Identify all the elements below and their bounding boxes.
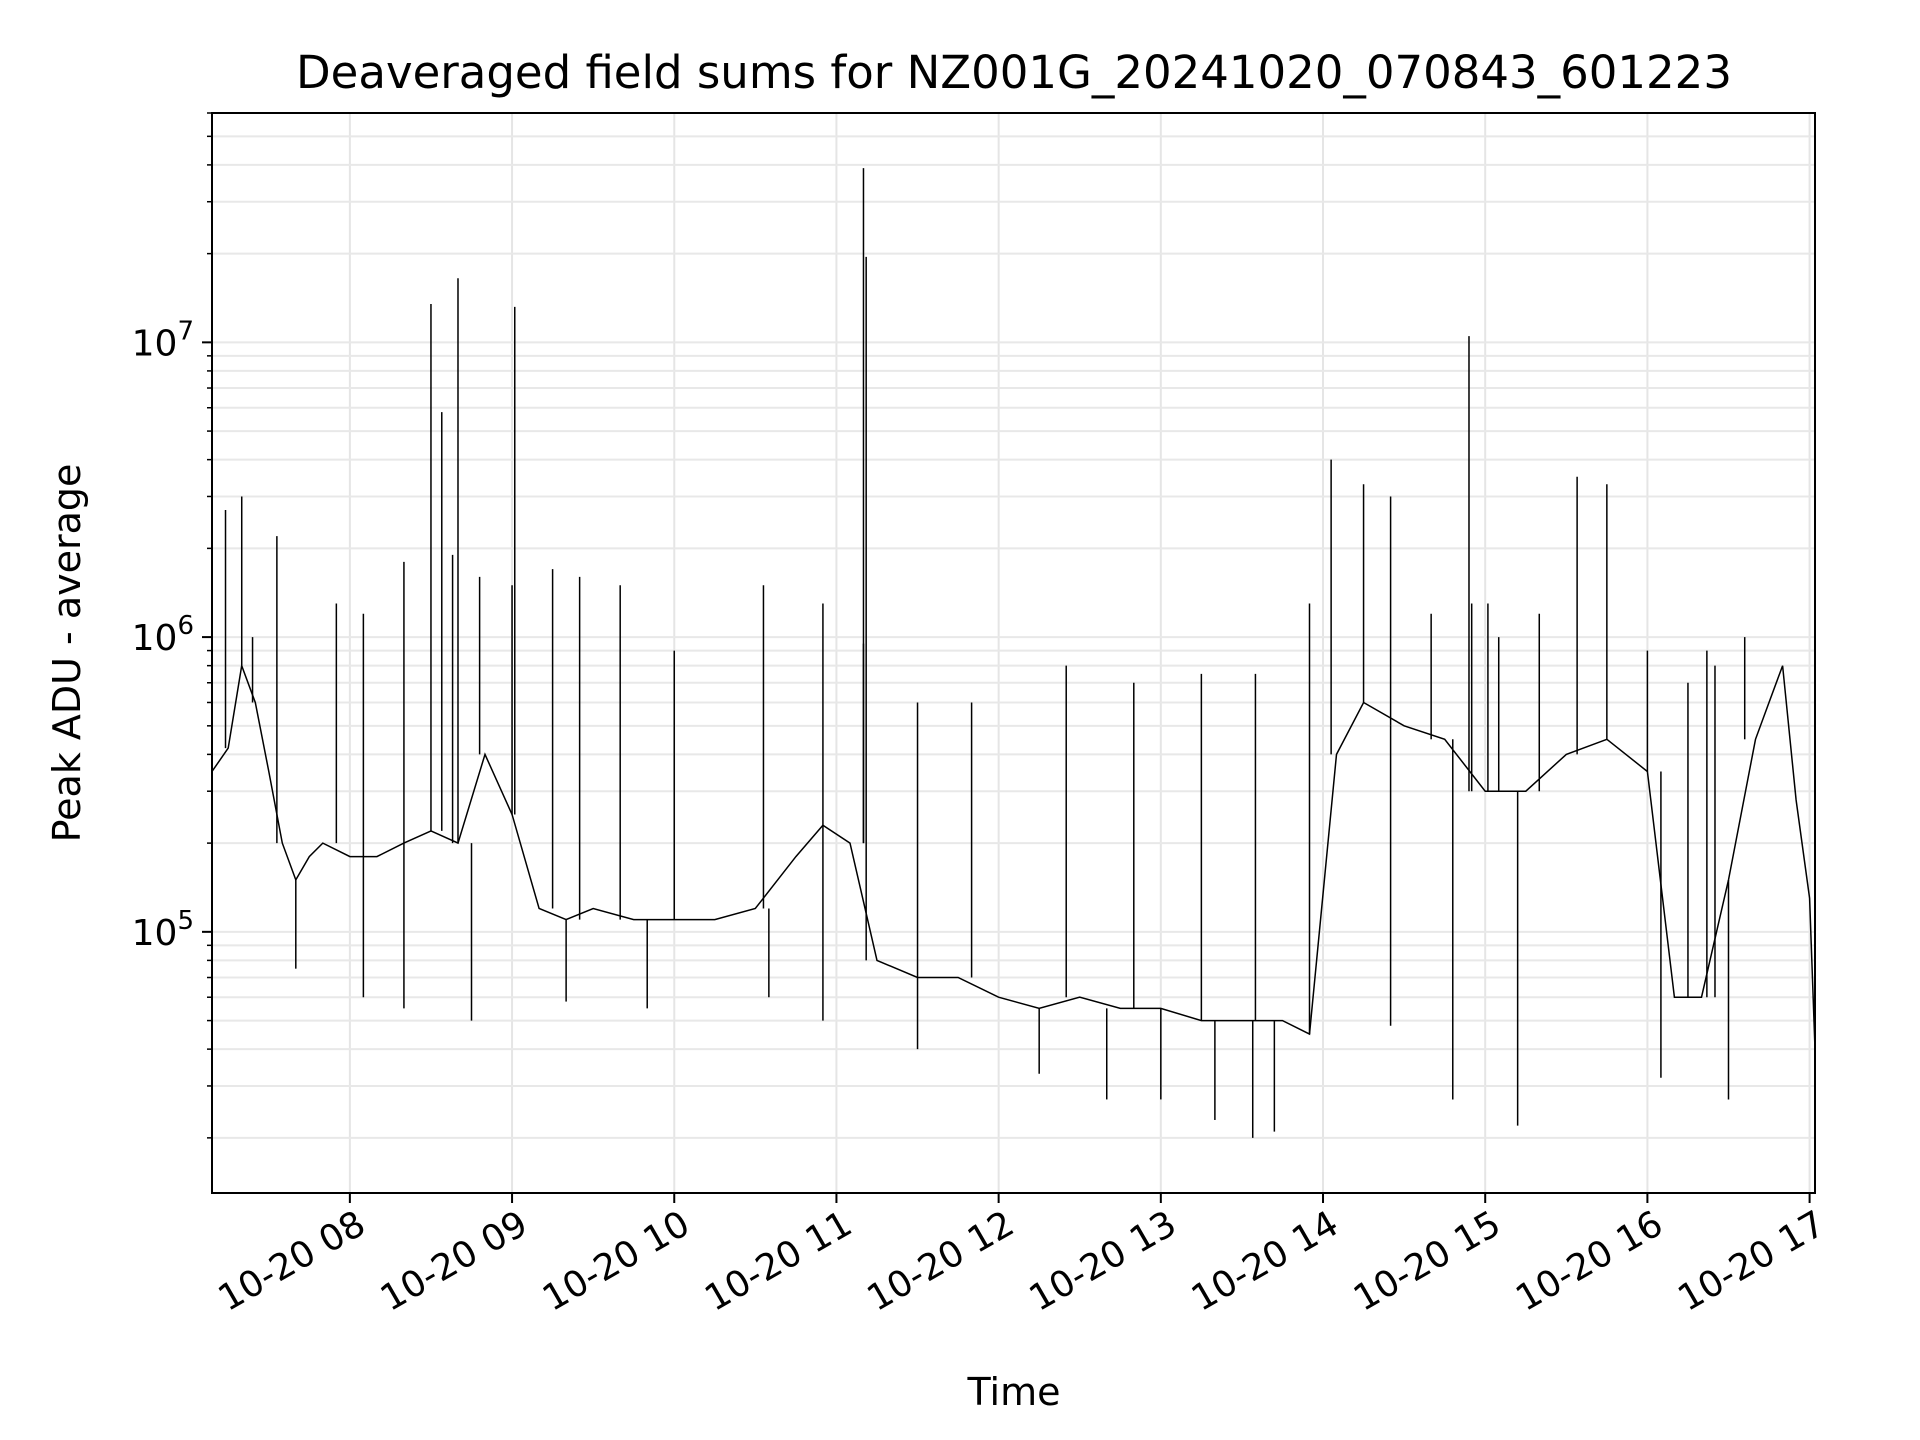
chart-title: Deaveraged field sums for NZ001G_2024102… [296,46,1732,99]
y-gridlines [212,112,1815,1139]
x-tick-label: 10-20 10 [536,1203,697,1319]
x-tick-label: 10-20 08 [212,1203,373,1319]
series-baseline [212,662,1815,1050]
x-tick-label: 10-20 15 [1347,1203,1508,1319]
x-axis-label: Time [967,1370,1061,1414]
x-tick-label: 10-20 13 [1023,1203,1184,1319]
plot-frame [211,112,1816,1194]
x-tick-label: 10-20 12 [860,1203,1021,1319]
y-axis-label: Peak ADU - average [45,464,89,843]
x-gridlines [348,113,1811,1193]
x-tick-label: 10-20 17 [1671,1203,1832,1319]
y-axis-ticks: 105 106 107 [132,112,212,1139]
x-tick-label: 10-20 11 [698,1203,859,1319]
series-lines [212,168,1815,1138]
y-tick-label: 107 [132,316,194,364]
x-tick-label: 10-20 14 [1185,1203,1346,1319]
x-tick-label: 10-20 09 [374,1203,535,1319]
x-tick-label: 10-20 16 [1509,1203,1670,1319]
y-tick-label: 105 [132,906,194,954]
y-tick-label: 106 [132,611,194,659]
x-axis-ticks: 10-20 08 10-20 09 10-20 10 10-20 11 10-20 12… [212,1193,1832,1320]
